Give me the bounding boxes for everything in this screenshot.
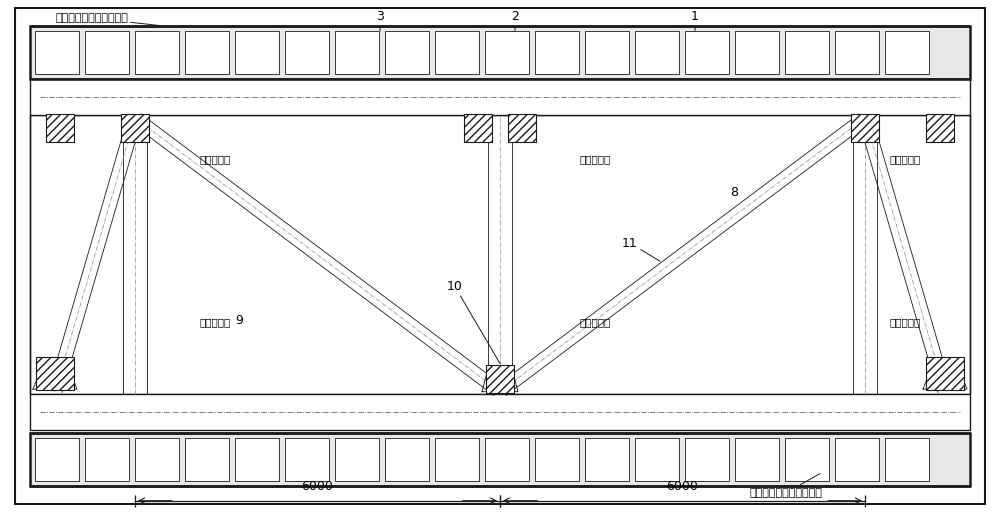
Text: 1: 1 <box>691 10 699 31</box>
Bar <box>235 31 279 74</box>
Text: 节段拼装处: 节段拼装处 <box>579 317 611 328</box>
Bar <box>35 438 79 481</box>
Bar <box>851 114 879 142</box>
Bar <box>785 31 829 74</box>
Bar <box>185 438 229 481</box>
Bar <box>464 114 492 142</box>
Bar <box>335 31 379 74</box>
Bar <box>285 31 329 74</box>
Bar <box>385 31 429 74</box>
Bar <box>30 26 970 79</box>
Bar <box>435 438 479 481</box>
Text: 6000: 6000 <box>667 480 698 493</box>
Text: 节段拼装处: 节段拼装处 <box>889 317 921 328</box>
Bar <box>485 31 529 74</box>
Bar <box>926 357 964 390</box>
Text: 节段拼装处: 节段拼装处 <box>579 154 611 164</box>
Bar <box>30 115 970 394</box>
Text: 8: 8 <box>730 185 738 199</box>
Bar <box>435 31 479 74</box>
Text: 2: 2 <box>511 10 519 31</box>
Bar <box>926 114 954 142</box>
Bar <box>835 31 879 74</box>
Bar <box>535 31 579 74</box>
Bar <box>30 394 970 430</box>
Text: 超高性能混凝土桥面结构: 超高性能混凝土桥面结构 <box>55 13 160 26</box>
Text: 节段拼装处: 节段拼装处 <box>889 154 921 164</box>
Bar <box>585 31 629 74</box>
Bar <box>335 438 379 481</box>
Bar <box>135 31 179 74</box>
Bar <box>235 438 279 481</box>
Text: 11: 11 <box>622 237 660 261</box>
Bar <box>385 438 429 481</box>
Polygon shape <box>482 369 518 392</box>
Bar <box>30 79 970 115</box>
Text: 6000: 6000 <box>302 480 333 493</box>
Bar <box>635 31 679 74</box>
Bar <box>85 438 129 481</box>
Bar <box>486 365 514 393</box>
Bar <box>535 438 579 481</box>
Polygon shape <box>923 364 967 389</box>
Bar <box>685 31 729 74</box>
Bar <box>185 31 229 74</box>
Bar <box>735 438 779 481</box>
Bar <box>485 438 529 481</box>
Bar <box>835 438 879 481</box>
Bar <box>585 438 629 481</box>
Bar <box>885 438 929 481</box>
Bar <box>685 438 729 481</box>
Bar <box>285 438 329 481</box>
Bar <box>30 433 970 486</box>
Polygon shape <box>33 364 77 389</box>
Text: 节段拼装处: 节段拼装处 <box>199 317 231 328</box>
Text: 9: 9 <box>235 313 243 327</box>
Bar <box>635 438 679 481</box>
Bar <box>121 114 149 142</box>
Bar <box>36 357 74 390</box>
Bar <box>46 114 74 142</box>
Text: 超高性能混凝土桥面结构: 超高性能混凝土桥面结构 <box>750 474 823 498</box>
Text: 10: 10 <box>447 280 500 364</box>
Bar <box>735 31 779 74</box>
Text: 节段拼装处: 节段拼装处 <box>199 154 231 164</box>
Bar <box>35 31 79 74</box>
Bar <box>135 438 179 481</box>
Bar <box>885 31 929 74</box>
Text: 3: 3 <box>376 10 384 31</box>
Bar <box>85 31 129 74</box>
Bar <box>785 438 829 481</box>
Bar <box>508 114 536 142</box>
